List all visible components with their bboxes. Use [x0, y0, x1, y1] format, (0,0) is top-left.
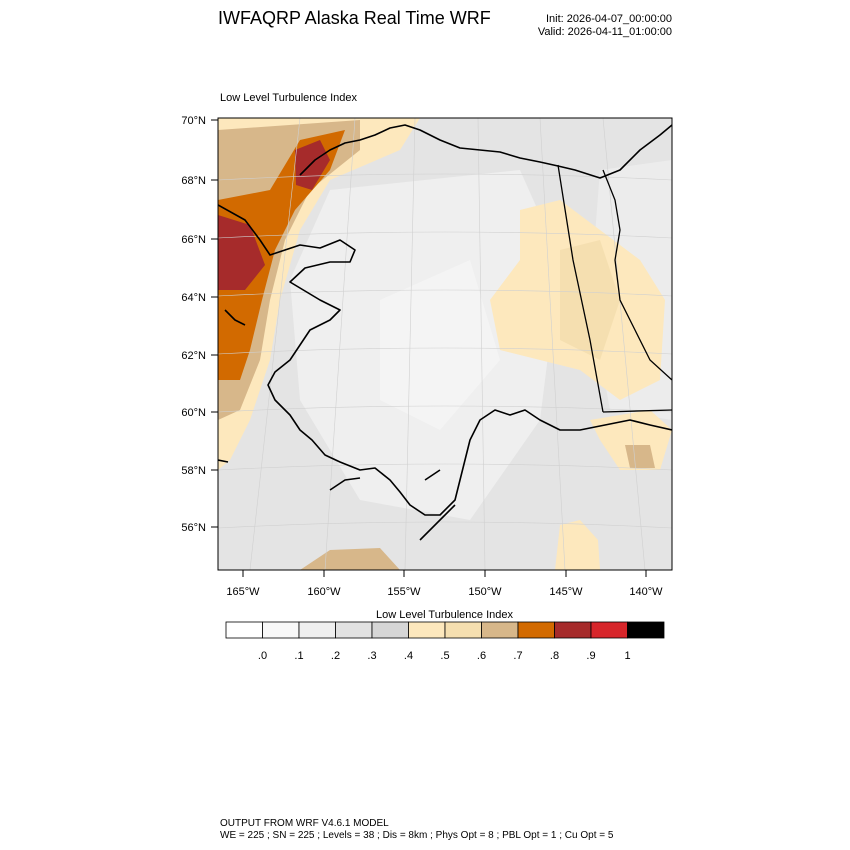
colorbar-swatch — [371, 621, 409, 639]
field-south-medium — [300, 548, 400, 570]
colorbar-label: .3 — [367, 650, 377, 662]
plot-title: IWFAQRP Alaska Real Time WRF — [218, 8, 491, 28]
lon-ticks: 165°W 160°W 155°W 150°W 145°W 140°W — [226, 570, 663, 598]
lon-label: 145°W — [549, 586, 583, 598]
model-footer: OUTPUT FROM WRF V4.6.1 MODEL WE = 225 ; … — [220, 818, 613, 842]
field-west-severe-a — [218, 215, 265, 290]
colorbar-swatch — [298, 621, 336, 639]
colorbar-label: .9 — [586, 650, 596, 662]
time-info: Init: 2026-04-07_00:00:00 Valid: 2026-04… — [538, 13, 672, 39]
field-moderate-panhandle-core — [625, 445, 655, 468]
turbulence-field — [218, 118, 672, 570]
footer-line-2: WE = 225 ; SN = 225 ; Levels = 38 ; Dis … — [220, 830, 614, 841]
colorbar-swatch — [481, 621, 519, 639]
colorbar-label: .6 — [476, 650, 487, 662]
colorbar-swatch — [225, 621, 263, 639]
init-time: Init: 2026-04-07_00:00:00 — [546, 13, 672, 25]
colorbar-label: 1 — [624, 650, 631, 662]
lat-label: 62°N — [181, 350, 206, 362]
colorbar-label: .2 — [330, 650, 341, 662]
lat-label: 56°N — [181, 522, 206, 534]
colorbar-title: Low Level Turbulence Index — [376, 609, 513, 621]
colorbar-label: .5 — [440, 650, 450, 662]
colorbar-swatch — [262, 621, 300, 639]
colorbar-swatch — [554, 621, 592, 639]
colorbar-label: .4 — [403, 650, 414, 662]
lon-label: 165°W — [226, 586, 260, 598]
lon-label: 140°W — [629, 586, 663, 598]
lat-label: 66°N — [181, 234, 206, 246]
colorbar-swatch — [590, 621, 628, 639]
map-frame — [217, 117, 673, 571]
field-south-light — [555, 520, 600, 570]
lon-label: 155°W — [387, 586, 421, 598]
footer-line-1: OUTPUT FROM WRF V4.6.1 MODEL — [220, 818, 389, 829]
lon-label: 160°W — [307, 586, 341, 598]
field-west-severe-b — [295, 140, 330, 190]
colorbar-swatch — [627, 621, 665, 639]
coastline — [218, 124, 672, 541]
colorbar-label: .1 — [294, 650, 304, 662]
field-west-high — [218, 130, 345, 380]
colorbar-swatch — [444, 621, 482, 639]
lat-ticks: 70°N 68°N 66°N 64°N 62°N 60°N 58°N 56°N — [181, 115, 218, 534]
lat-label: 68°N — [181, 175, 206, 187]
lat-label: 60°N — [181, 407, 206, 419]
lon-label: 150°W — [468, 586, 502, 598]
colorbar-label: .7 — [513, 650, 523, 662]
colorbar-swatch — [517, 621, 555, 639]
lat-label: 70°N — [181, 115, 206, 127]
colorbar-swatch — [408, 621, 446, 639]
colorbar-label: .0 — [257, 650, 268, 662]
colorbar — [225, 621, 665, 639]
valid-time: Valid: 2026-04-11_01:00:00 — [537, 26, 672, 38]
colorbar-label: .8 — [549, 650, 560, 662]
graticule — [218, 118, 672, 570]
boundary-line — [557, 164, 672, 413]
lat-label: 58°N — [181, 465, 206, 477]
colorbar-swatch — [335, 621, 373, 639]
field-title: Low Level Turbulence Index — [220, 92, 357, 104]
field-lightest-interior — [380, 260, 500, 430]
lat-label: 64°N — [181, 292, 206, 304]
